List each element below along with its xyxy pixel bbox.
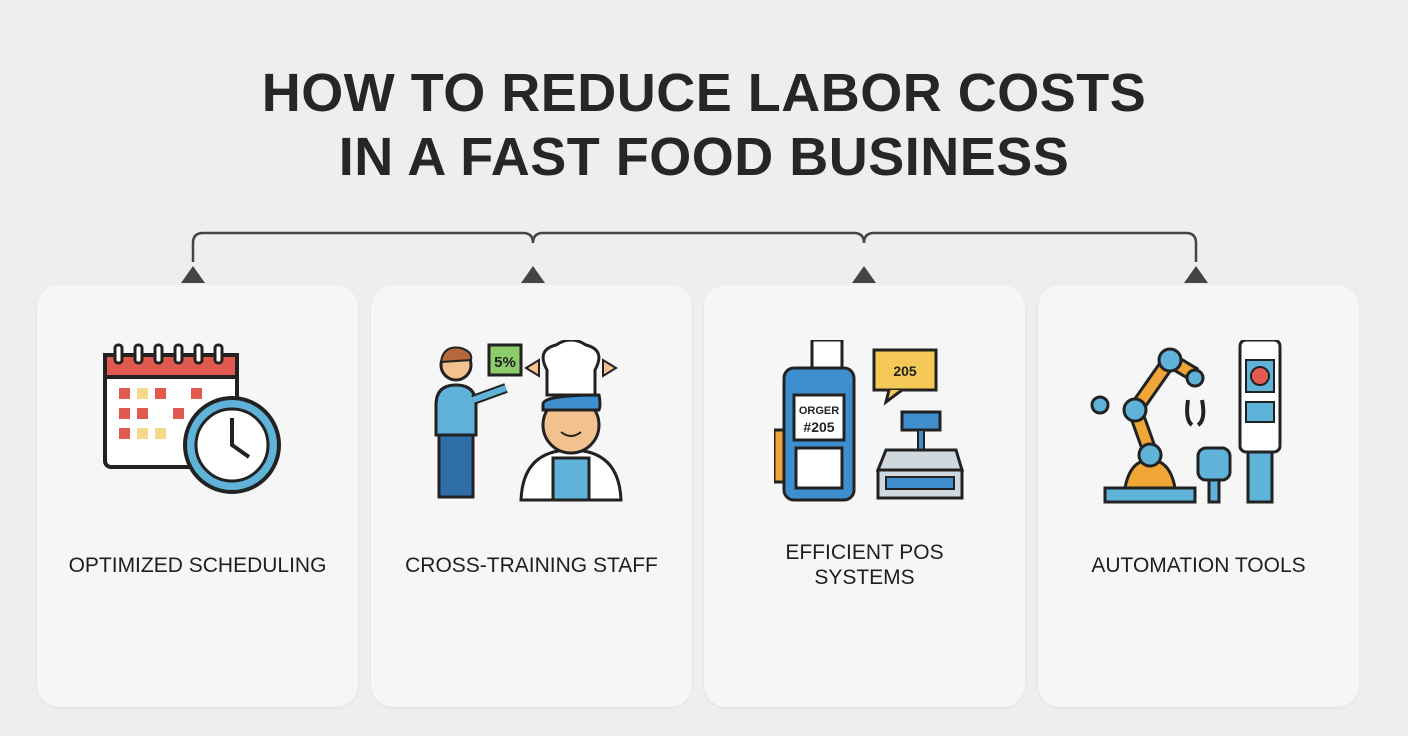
staff-training-icon: 5% [434,340,623,502]
page-title-line-2: IN A FAST FOOD BUSINESS [338,127,1070,187]
pos-terminal-icon: ORGER #205 205 [774,340,965,502]
connector-bracket [181,231,1208,283]
card-label: AUTOMATION TOOLS [1091,554,1306,577]
calendar-clock-icon [103,343,281,494]
speech-bubble-text: 205 [893,363,917,379]
card-label: OPTIMIZED SCHEDULING [68,554,327,577]
pos-screen-text: ORGER [799,405,839,417]
pointer-arrow [521,266,545,283]
pointer-arrow [852,266,876,283]
pointer-arrow [181,266,205,283]
card-optimized-scheduling: OPTIMIZED SCHEDULING [37,285,358,707]
sign-text: 5% [494,354,516,371]
robot-arm-kiosk-icon [1090,340,1282,504]
card-label: EFFICIENT POS SYSTEMS [785,541,944,589]
card-cross-training-staff: 5% CROSS-TRAINING STAFF [371,285,692,707]
pointer-arrow [1184,266,1208,283]
card-label: CROSS-TRAINING STAFF [405,554,658,577]
card-efficient-pos-systems: ORGER #205 205 EFFICIENT POS SYSTEMS [704,285,1025,707]
page-title-line-1: HOW TO REDUCE LABOR COSTS [261,63,1147,123]
pos-order-number: #205 [803,419,834,435]
card-automation-tools: AUTOMATION TOOLS [1038,285,1359,707]
